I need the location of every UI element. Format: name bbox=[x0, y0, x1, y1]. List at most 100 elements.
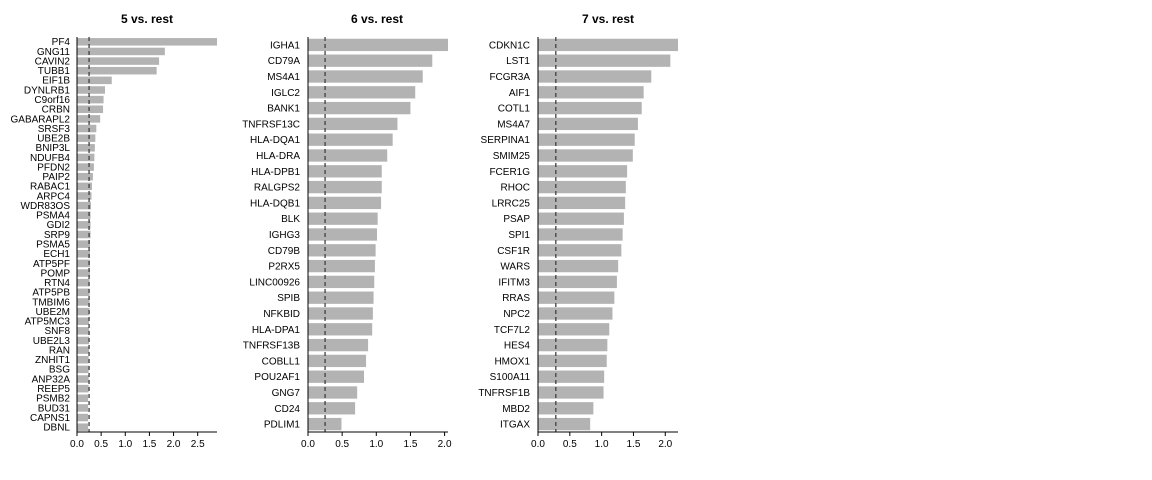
bar bbox=[77, 327, 90, 335]
bar bbox=[308, 133, 393, 146]
bar bbox=[538, 86, 644, 99]
gene-label: ANP32A bbox=[32, 374, 71, 385]
bar bbox=[77, 355, 89, 364]
gene-label: TUBB1 bbox=[38, 66, 71, 77]
gene-label: TNFRSF1B bbox=[478, 388, 530, 399]
bar bbox=[77, 423, 89, 431]
bar bbox=[77, 115, 101, 123]
bar bbox=[77, 336, 90, 345]
gene-label: HLA-DQA1 bbox=[250, 135, 300, 146]
gene-label: MS4A1 bbox=[267, 72, 300, 83]
bar bbox=[77, 240, 91, 248]
x-tick-label: 1.0 bbox=[118, 439, 132, 450]
bar bbox=[538, 323, 610, 336]
bar bbox=[538, 38, 678, 52]
gene-label: POMP bbox=[41, 268, 71, 279]
gene-label: TCF7L2 bbox=[494, 325, 531, 336]
bar bbox=[77, 317, 90, 325]
gene-label: ATP5MC3 bbox=[25, 317, 71, 328]
bar bbox=[77, 124, 97, 133]
bar bbox=[308, 291, 374, 304]
gene-label: PSMA5 bbox=[36, 239, 70, 250]
gene-label: TMBIM6 bbox=[32, 297, 70, 308]
gene-label: CAPNS1 bbox=[30, 413, 70, 424]
gene-label: ITGAX bbox=[500, 420, 530, 431]
panel-title: 5 vs. rest bbox=[121, 12, 173, 26]
bar bbox=[538, 244, 622, 257]
gene-label: WDR83OS bbox=[21, 201, 71, 212]
bar bbox=[77, 365, 89, 374]
bar bbox=[308, 38, 448, 52]
bar bbox=[308, 212, 378, 225]
x-tick-label: 0.0 bbox=[70, 439, 84, 450]
gene-label: MBD2 bbox=[502, 404, 530, 415]
gene-label: BANK1 bbox=[267, 104, 300, 115]
bar bbox=[308, 354, 367, 368]
gene-label: PDLIM1 bbox=[264, 420, 301, 431]
bar bbox=[308, 338, 369, 352]
bar bbox=[538, 165, 628, 178]
gene-label: BLK bbox=[281, 214, 300, 225]
gene-label: FCER1G bbox=[489, 167, 530, 178]
gene-label: ZNHIT1 bbox=[35, 355, 70, 366]
bar bbox=[77, 384, 89, 393]
bar bbox=[77, 221, 91, 229]
bar bbox=[538, 338, 608, 352]
bar bbox=[77, 404, 89, 412]
gene-label: HES4 bbox=[504, 341, 531, 352]
bar bbox=[538, 354, 607, 368]
bar bbox=[77, 95, 104, 104]
gene-label: CRBN bbox=[42, 105, 70, 116]
gene-label: GNG7 bbox=[272, 388, 301, 399]
x-tick-label: 0.0 bbox=[301, 439, 315, 450]
gene-label: ATP5PB bbox=[32, 288, 70, 299]
gene-label: IFITM3 bbox=[498, 277, 530, 288]
bar bbox=[77, 66, 157, 75]
gene-label: GABARAPL2 bbox=[11, 114, 71, 125]
bar bbox=[77, 298, 90, 306]
x-tick-label: 0.0 bbox=[531, 439, 545, 450]
x-tick-label: 1.5 bbox=[142, 439, 156, 450]
gene-label: COBLL1 bbox=[262, 356, 301, 367]
bar bbox=[308, 275, 375, 289]
gene-label: EIF1B bbox=[42, 76, 70, 87]
gene-label: IGHG3 bbox=[269, 230, 301, 241]
gene-label: RABAC1 bbox=[30, 182, 70, 193]
bar bbox=[77, 394, 89, 403]
bar bbox=[77, 201, 91, 210]
x-tick-label: 2.0 bbox=[438, 439, 452, 450]
gene-label: BNIP3L bbox=[36, 143, 71, 154]
gene-label: WARS bbox=[500, 262, 530, 273]
gene-label: ECH1 bbox=[43, 249, 70, 260]
bar bbox=[308, 70, 423, 83]
bar bbox=[77, 57, 160, 65]
gene-label: CD79A bbox=[268, 56, 301, 67]
bar bbox=[77, 278, 90, 287]
gene-label: RALGPS2 bbox=[254, 183, 301, 194]
gene-label: S100A11 bbox=[490, 372, 531, 383]
bar bbox=[77, 144, 95, 152]
bar bbox=[308, 370, 364, 383]
gene-label: NFKBID bbox=[263, 309, 300, 320]
bar bbox=[77, 413, 89, 422]
bar bbox=[538, 370, 605, 383]
bar bbox=[538, 70, 652, 83]
panel-7-vs-rest: 7 vs. rest CDKN1C LST1 FCGR3A AIF1 COTL1 MS4A… bbox=[478, 12, 678, 450]
bar bbox=[77, 163, 94, 171]
bar bbox=[77, 230, 91, 239]
bar bbox=[538, 133, 635, 146]
gene-label: CAVIN2 bbox=[35, 56, 71, 67]
gene-label: HLA-DPB1 bbox=[251, 167, 300, 178]
bar bbox=[538, 117, 638, 131]
gene-label: ATP5PF bbox=[33, 259, 70, 270]
gene-label: HLA-DPA1 bbox=[252, 325, 301, 336]
bar bbox=[538, 291, 615, 304]
bar bbox=[308, 165, 382, 178]
gene-label: PFDN2 bbox=[37, 162, 70, 173]
x-tick-label: 0.5 bbox=[563, 439, 577, 450]
panel-6-vs-rest: 6 vs. rest IGHA1 CD79A MS4A1 IGLC2 BANK1 TNFR… bbox=[242, 12, 452, 450]
gene-label: SERPINA1 bbox=[481, 135, 531, 146]
gene-label: RAN bbox=[49, 345, 70, 356]
panel-title: 6 vs. rest bbox=[351, 12, 403, 26]
